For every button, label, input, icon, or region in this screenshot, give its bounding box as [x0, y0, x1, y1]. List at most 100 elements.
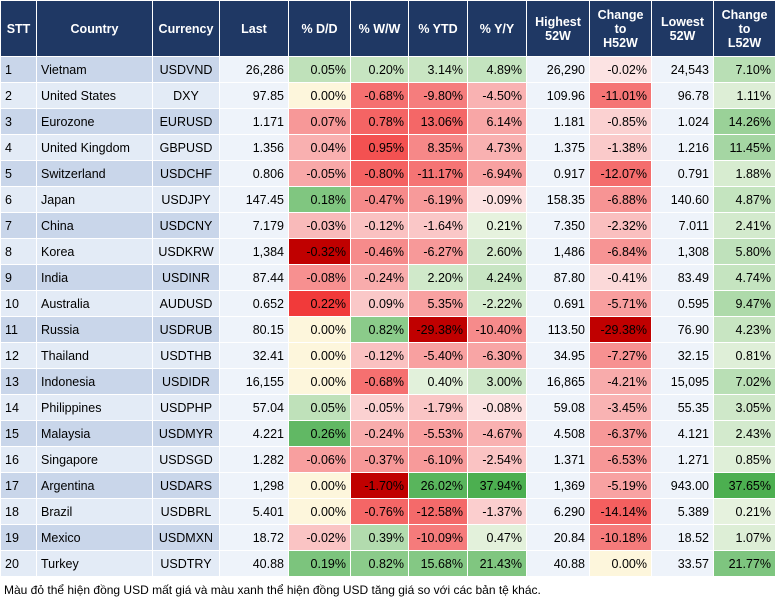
- table-cell: 1,308: [651, 238, 714, 265]
- table-cell: 20.84: [526, 524, 590, 551]
- table-cell: 0.595: [651, 290, 714, 317]
- table-cell: 83.49: [651, 264, 714, 291]
- table-cell: 4.73%: [467, 134, 527, 161]
- table-cell: GBPUSD: [152, 134, 220, 161]
- table-cell: 0.39%: [350, 524, 409, 551]
- table-cell: 0.78%: [350, 108, 409, 135]
- table-cell: 0.18%: [288, 186, 351, 213]
- header-cell: Highest 52W: [526, 0, 590, 57]
- table-cell: -0.08%: [467, 394, 527, 421]
- table-cell: -0.03%: [288, 212, 351, 239]
- table-cell: 26,290: [526, 56, 590, 83]
- table-row: 18 Brazil USDBRL 5.401 0.00% -0.76% -12.58% -1.…: [0, 498, 776, 525]
- table-cell: -0.37%: [350, 446, 409, 473]
- table-cell: 4.508: [526, 420, 590, 447]
- table-cell: 113.50: [526, 316, 590, 343]
- table-cell: 1.07%: [713, 524, 776, 551]
- table-cell: -0.80%: [350, 160, 409, 187]
- table-cell: 7.10%: [713, 56, 776, 83]
- table-cell: -11.17%: [408, 160, 468, 187]
- table-cell: -1.38%: [589, 134, 652, 161]
- table-cell: 4: [0, 134, 37, 161]
- table-cell: 3.00%: [467, 368, 527, 395]
- table-cell: 80.15: [219, 316, 289, 343]
- table-cell: 6: [0, 186, 37, 213]
- table-cell: 34.95: [526, 342, 590, 369]
- header-cell: Change to L52W: [713, 0, 776, 57]
- table-cell: 0.00%: [288, 498, 351, 525]
- header-cell: Last: [219, 0, 289, 57]
- table-cell: USDJPY: [152, 186, 220, 213]
- table-cell: 0.806: [219, 160, 289, 187]
- table-cell: 14.26%: [713, 108, 776, 135]
- table-cell: 7.02%: [713, 368, 776, 395]
- table-cell: -6.19%: [408, 186, 468, 213]
- table-cell: 5.401: [219, 498, 289, 525]
- table-cell: -6.37%: [589, 420, 652, 447]
- table-row: 8 Korea USDKRW 1,384 -0.32% -0.46% -6.27% 2.60%…: [0, 238, 776, 265]
- table-cell: 6.290: [526, 498, 590, 525]
- table-cell: 0.05%: [288, 394, 351, 421]
- table-cell: 76.90: [651, 316, 714, 343]
- table-cell: USDCHF: [152, 160, 220, 187]
- table-cell: 1.024: [651, 108, 714, 135]
- table-cell: 18: [0, 498, 37, 525]
- table-row: 10 Australia AUDUSD 0.652 0.22% 0.09% 5.35% -2.…: [0, 290, 776, 317]
- table-cell: Mexico: [36, 524, 153, 551]
- table-cell: 57.04: [219, 394, 289, 421]
- table-row: 19 Mexico USDMXN 18.72 -0.02% 0.39% -10.09% 0.4…: [0, 524, 776, 551]
- header-cell: Lowest 52W: [651, 0, 714, 57]
- table-cell: USDPHP: [152, 394, 220, 421]
- table-cell: 2.60%: [467, 238, 527, 265]
- table-row: 9 India USDINR 87.44 -0.08% -0.24% 2.20% 4.24% 8…: [0, 264, 776, 291]
- table-cell: 7.350: [526, 212, 590, 239]
- table-cell: 18.52: [651, 524, 714, 551]
- table-cell: Korea: [36, 238, 153, 265]
- table-cell: USDIDR: [152, 368, 220, 395]
- header-cell: % D/D: [288, 0, 351, 57]
- table-row: 16 Singapore USDSGD 1.282 -0.06% -0.37% -6.10%…: [0, 446, 776, 473]
- table-cell: 1.271: [651, 446, 714, 473]
- table-cell: 0.00%: [288, 82, 351, 109]
- table-cell: 943.00: [651, 472, 714, 499]
- table-cell: USDMXN: [152, 524, 220, 551]
- table-cell: 15: [0, 420, 37, 447]
- table-cell: -6.10%: [408, 446, 468, 473]
- table-cell: -11.01%: [589, 82, 652, 109]
- table-cell: USDRUB: [152, 316, 220, 343]
- table-row: 4 United Kingdom GBPUSD 1.356 0.04% 0.95% 8.35…: [0, 134, 776, 161]
- header-cell: Country: [36, 0, 153, 57]
- table-cell: 15,095: [651, 368, 714, 395]
- table-cell: Philippines: [36, 394, 153, 421]
- table-cell: Malaysia: [36, 420, 153, 447]
- table-cell: -12.58%: [408, 498, 468, 525]
- table-cell: 16,865: [526, 368, 590, 395]
- table-cell: 5.389: [651, 498, 714, 525]
- table-cell: 9: [0, 264, 37, 291]
- table-cell: Japan: [36, 186, 153, 213]
- table-cell: -0.68%: [350, 368, 409, 395]
- table-cell: 0.82%: [350, 316, 409, 343]
- table-cell: 0.00%: [288, 472, 351, 499]
- table-row: 7 China USDCNY 7.179 -0.03% -0.12% -1.64% 0.21%…: [0, 212, 776, 239]
- table-cell: -0.76%: [350, 498, 409, 525]
- table-cell: 20: [0, 550, 37, 577]
- table-cell: 26,286: [219, 56, 289, 83]
- table-cell: 0.85%: [713, 446, 776, 473]
- table-cell: 6.14%: [467, 108, 527, 135]
- table-row: 15 Malaysia USDMYR 4.221 0.26% -0.24% -5.53% -4…: [0, 420, 776, 447]
- table-cell: 4.87%: [713, 186, 776, 213]
- table-cell: -4.50%: [467, 82, 527, 109]
- table-cell: -0.68%: [350, 82, 409, 109]
- table-cell: -2.54%: [467, 446, 527, 473]
- table-cell: AUDUSD: [152, 290, 220, 317]
- table-cell: 147.45: [219, 186, 289, 213]
- table-cell: 0.09%: [350, 290, 409, 317]
- table-cell: -5.19%: [589, 472, 652, 499]
- table-cell: -5.53%: [408, 420, 468, 447]
- table-cell: 140.60: [651, 186, 714, 213]
- table-row: 3 Eurozone EURUSD 1.171 0.07% 0.78% 13.06% 6.14…: [0, 108, 776, 135]
- table-cell: 4.221: [219, 420, 289, 447]
- table-cell: 4.89%: [467, 56, 527, 83]
- table-cell: -6.27%: [408, 238, 468, 265]
